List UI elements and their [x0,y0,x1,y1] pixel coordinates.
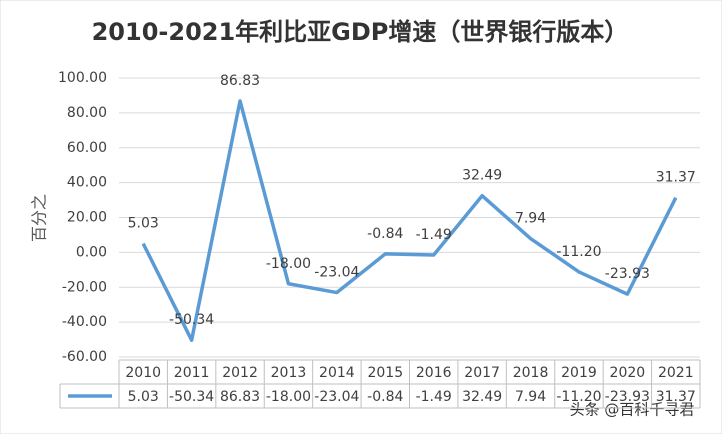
table-value: 32.49 [462,389,502,405]
y-tick-label: 60.00 [67,140,107,156]
data-label: -50.34 [169,312,214,328]
data-label: -11.20 [556,244,601,260]
table-value: -23.93 [605,389,650,405]
data-label: -1.49 [416,227,452,243]
x-tick-label: 2016 [416,365,452,381]
x-tick-label: 2014 [319,365,355,381]
table-value: 5.03 [128,389,159,405]
data-label: 7.94 [515,211,546,227]
y-tick-label: -60.00 [62,349,107,365]
data-label: -18.00 [266,256,311,272]
x-tick-label: 2015 [367,365,403,381]
x-tick-label: 2020 [610,365,646,381]
y-tick-label: 0.00 [76,244,107,260]
data-label: 32.49 [462,168,502,184]
y-tick-label: 80.00 [67,105,107,121]
y-tick-label: -20.00 [62,279,107,295]
data-label: -23.04 [314,265,359,281]
data-label: 86.83 [220,73,260,89]
chart-title: 2010-2021年利比亚GDP增速（世界银行版本） [92,18,629,46]
table-value: 31.37 [656,389,696,405]
x-tick-label: 2017 [464,365,500,381]
x-tick-label: 2010 [125,365,161,381]
y-tick-label: 40.00 [67,175,107,191]
x-tick-label: 2021 [658,365,694,381]
data-line [141,99,678,342]
table-value: -1.49 [416,389,452,405]
data-label: -23.93 [605,266,650,282]
table-value: -0.84 [367,389,403,405]
x-tick-label: 2019 [561,365,597,381]
table-value: -23.04 [314,389,359,405]
y-tick-label: -40.00 [62,314,107,330]
data-label: 5.03 [128,216,159,232]
watermark: 头条 @百科千寻君 [570,401,695,419]
data-label: 31.37 [656,170,696,186]
y-axis-label: 百分之 [30,194,49,242]
y-tick-label: 20.00 [67,210,107,226]
x-tick-label: 2018 [513,365,549,381]
table-value: 86.83 [220,389,260,405]
table-value: 7.94 [515,389,546,405]
table-value: -18.00 [266,389,311,405]
x-tick-label: 2011 [174,365,210,381]
x-tick-label: 2013 [271,365,307,381]
table-value: -50.34 [169,389,214,405]
x-tick-label: 2012 [222,365,258,381]
data-label: -0.84 [367,226,403,242]
table-value: -11.20 [556,389,601,405]
y-tick-label: 100.00 [58,70,107,86]
